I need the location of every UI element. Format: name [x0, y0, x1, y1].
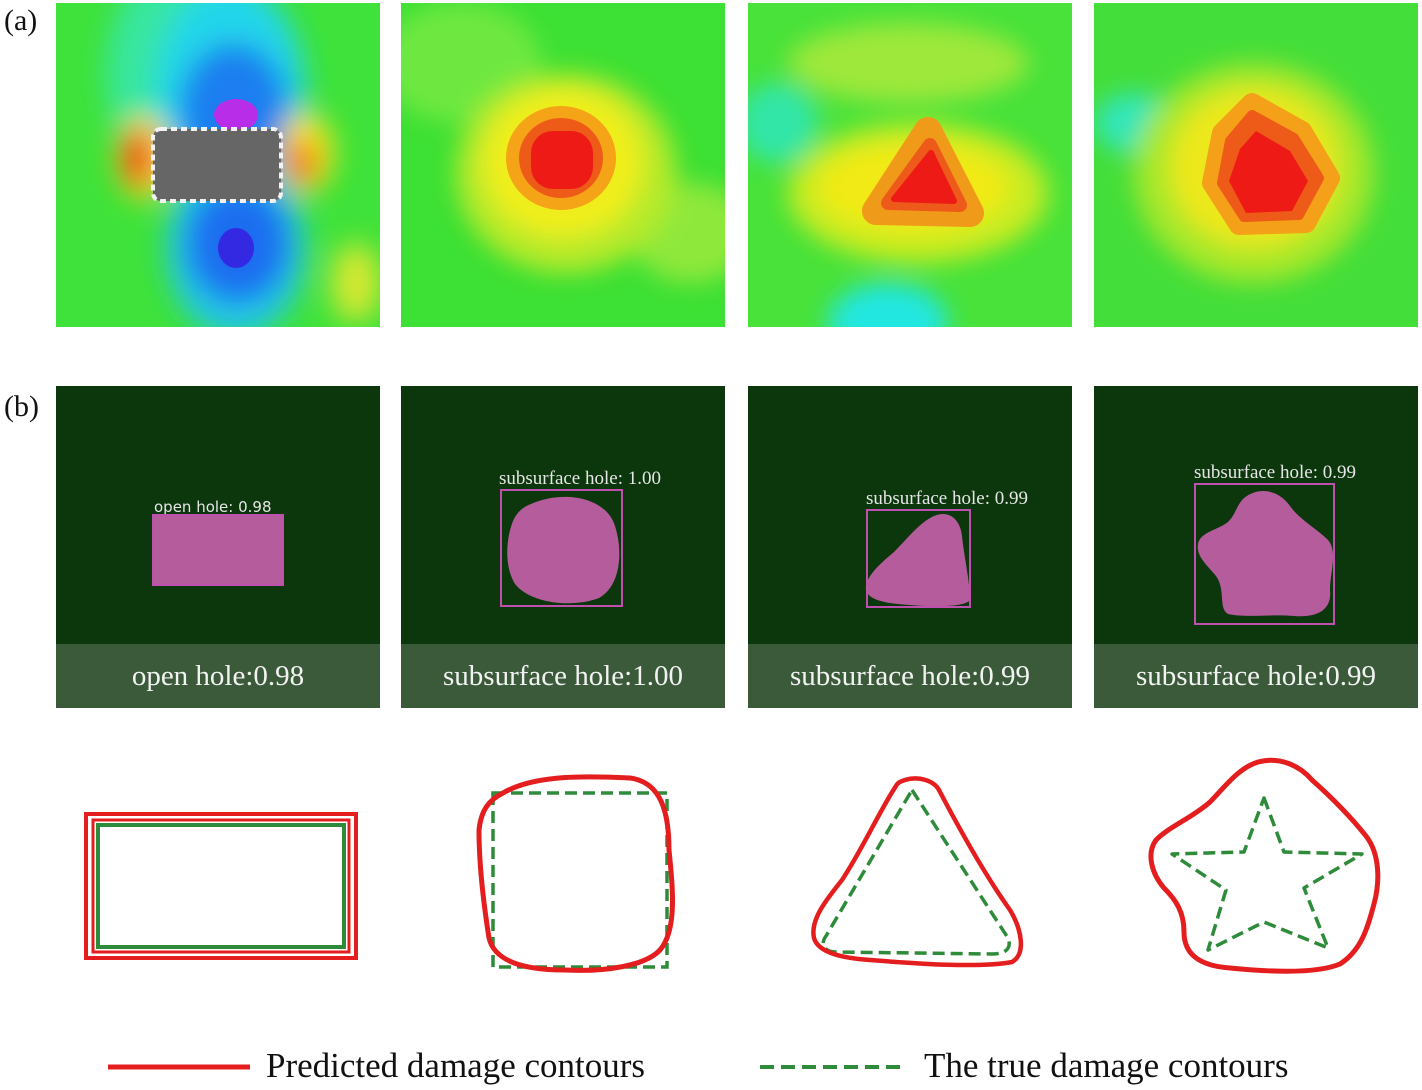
heatmap-open-hole	[56, 3, 380, 327]
detection-caption: open hole:0.98	[56, 644, 380, 708]
panel-label-a: (a)	[4, 4, 38, 37]
detection-box-label: subsurface hole: 0.99	[866, 488, 1028, 509]
panel-label-b: (b)	[4, 390, 39, 423]
contour-rectangle	[84, 812, 358, 960]
heatmap-subsurface-star	[1094, 3, 1418, 327]
legend-true-swatch	[760, 1065, 905, 1069]
detection-mask	[865, 509, 971, 608]
detection-subsurface-triangle: subsurface hole: 0.99 subsurface hole:0.…	[748, 386, 1072, 708]
detection-caption: subsurface hole:0.99	[1094, 644, 1418, 708]
heatmap-subsurface-triangle	[748, 3, 1072, 327]
contour-triangle	[811, 776, 1023, 968]
contour-star	[1148, 757, 1381, 974]
legend-predicted-swatch	[108, 1064, 250, 1070]
detection-subsurface-star: subsurface hole: 0.99 subsurface hole:0.…	[1094, 386, 1418, 708]
detection-box-label: open hole: 0.98	[154, 498, 272, 516]
detection-caption: subsurface hole:1.00	[401, 644, 725, 708]
legend-predicted-label: Predicted damage contours	[266, 1046, 646, 1085]
detection-box-label: subsurface hole: 1.00	[499, 468, 661, 489]
contour-square	[476, 774, 675, 973]
detection-open-hole: open hole: 0.98 open hole:0.98	[56, 386, 380, 708]
detection-caption: subsurface hole:0.99	[748, 644, 1072, 708]
legend: Predicted damage contours The true damag…	[0, 1040, 1422, 1090]
detection-subsurface-circle: subsurface hole: 1.00 subsurface hole:1.…	[401, 386, 725, 708]
legend-true-label: The true damage contours	[924, 1046, 1289, 1085]
detection-mask	[1194, 483, 1335, 625]
heatmap-subsurface-circle	[401, 3, 725, 327]
detection-box-label: subsurface hole: 0.99	[1194, 462, 1356, 483]
detection-mask	[500, 489, 623, 607]
detection-mask	[152, 514, 284, 586]
